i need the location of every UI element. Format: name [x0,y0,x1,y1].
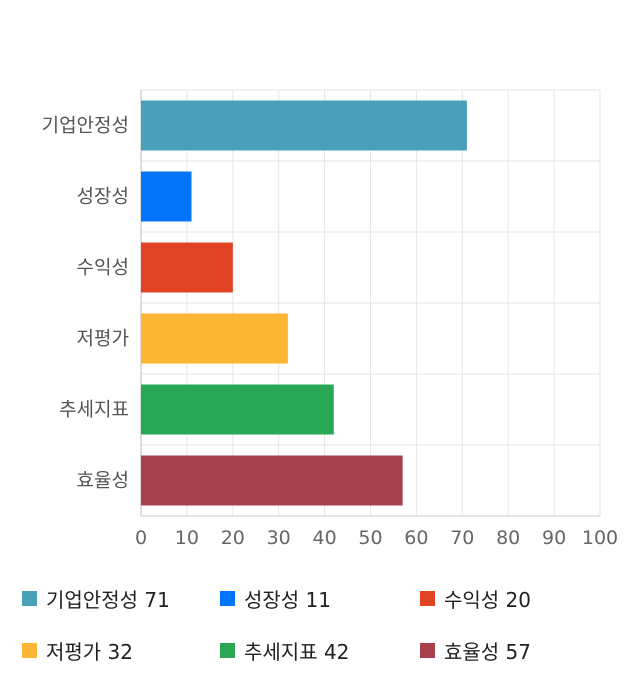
legend-swatch [220,590,235,606]
bar-6 [141,455,403,506]
bar-1 [141,100,467,151]
legend-item[interactable]: 효율성 57 [420,630,531,670]
x-tick-labels: 0 10 20 30 40 50 60 70 80 90 100 [135,527,618,549]
x-tick-label: 50 [358,527,382,549]
x-tick-label: 0 [135,527,147,549]
legend-swatch [420,642,435,658]
category-label: 기업안정성 [42,115,129,137]
legend-label: 추세지표 42 [244,639,350,664]
x-tick-label: 60 [404,527,428,549]
x-tick-label: 90 [542,527,566,549]
category-label: 수익성 [77,257,129,279]
x-tick-label: 10 [175,527,199,549]
category-label: 성장성 [77,186,129,208]
grid-lines [140,89,601,517]
category-label: 효율성 [77,470,129,492]
legend-label: 저평가 32 [46,639,134,664]
legend: 기업안정성 71 성장성 11 수익성 20 저평가 32 추세지표 42 효율성 57 [0,570,640,690]
bar-4 [141,313,288,364]
legend-swatch [420,590,435,606]
x-tick-label: 80 [496,527,520,549]
bar-2 [141,171,192,222]
legend-item[interactable]: 성장성 11 [220,578,331,618]
legend-label: 기업안정성 71 [46,587,170,612]
x-tick-label: 30 [267,527,291,549]
legend-item[interactable]: 수익성 20 [420,578,531,618]
legend-label: 효율성 57 [444,639,532,664]
legend-label: 성장성 11 [244,587,332,612]
bar-5 [141,384,334,435]
x-tick-label: 40 [313,527,337,549]
x-tick-label: 20 [221,527,245,549]
legend-swatch [22,590,37,606]
legend-item[interactable]: 기업안정성 71 [22,578,170,618]
legend-swatch [220,642,235,658]
category-label: 추세지표 [59,399,129,421]
category-label: 저평가 [77,328,129,350]
legend-item[interactable]: 추세지표 42 [220,630,349,670]
x-tick-label: 100 [582,527,618,549]
bar-3 [141,242,233,293]
x-tick-label: 70 [450,527,474,549]
bars [141,100,467,506]
legend-label: 수익성 20 [444,587,532,612]
legend-item[interactable]: 저평가 32 [22,630,133,670]
legend-swatch [22,642,37,658]
